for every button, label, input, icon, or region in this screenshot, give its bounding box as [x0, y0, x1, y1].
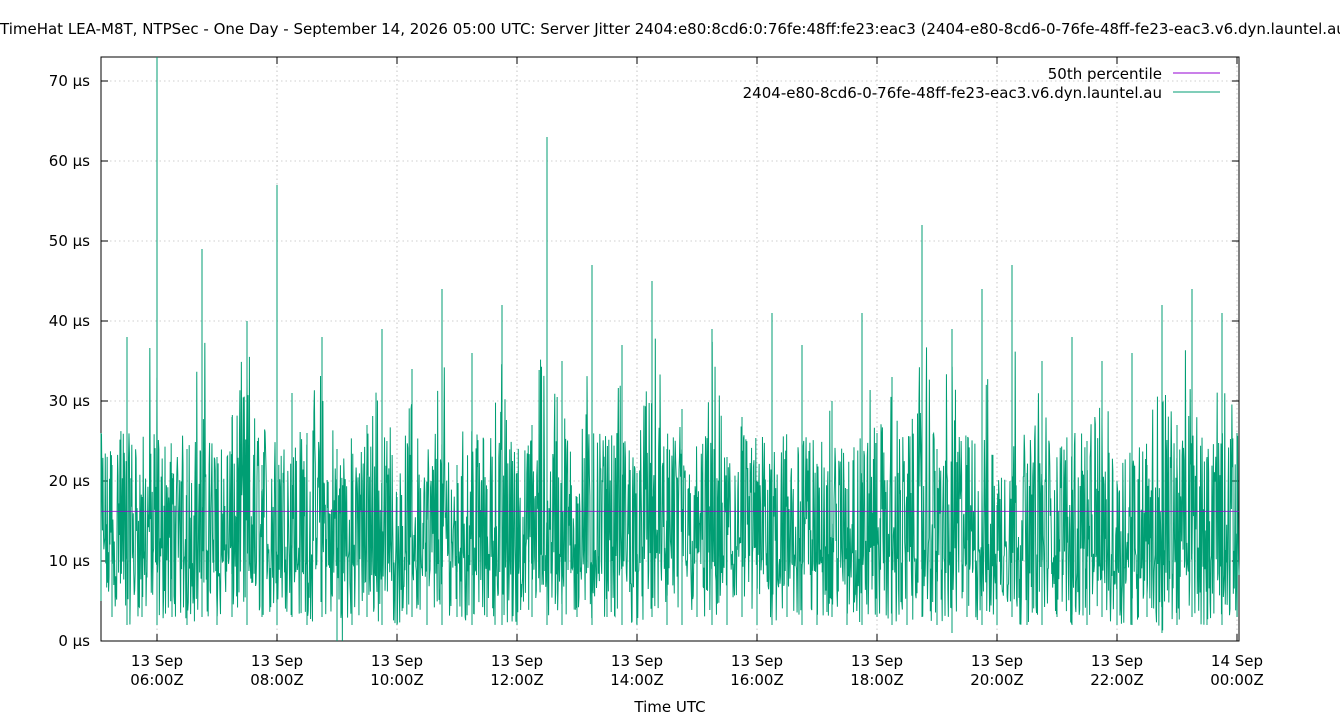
- x-tick-label-date: 13 Sep: [851, 652, 903, 670]
- x-tick-label-date: 13 Sep: [131, 652, 183, 670]
- x-tick-label-time: 22:00Z: [1090, 671, 1144, 689]
- x-axis-label: Time UTC: [633, 698, 705, 716]
- x-tick-label-time: 06:00Z: [130, 671, 184, 689]
- legend-label-percentile: 50th percentile: [1048, 65, 1162, 83]
- y-tick-label: 70 µs: [49, 72, 90, 90]
- y-tick-label: 60 µs: [49, 152, 90, 170]
- x-tick-label-date: 14 Sep: [1211, 652, 1263, 670]
- x-tick-label-date: 13 Sep: [1091, 652, 1143, 670]
- x-tick-label-time: 14:00Z: [610, 671, 664, 689]
- x-tick-label-date: 13 Sep: [371, 652, 423, 670]
- legend: 50th percentile 2404-e80-8cd6-0-76fe-48f…: [743, 65, 1220, 102]
- x-tick-label-time: 20:00Z: [970, 671, 1024, 689]
- x-tick-label-date: 13 Sep: [611, 652, 663, 670]
- x-tick-label-time: 00:00Z: [1210, 671, 1264, 689]
- y-axis-tick-labels: 0 µs 10 µs 20 µs 30 µs 40 µs 50 µs 60 µs 70 µs: [49, 72, 90, 650]
- y-tick-label: 40 µs: [49, 312, 90, 330]
- plot-border: [100, 56, 1240, 642]
- y-tick-label: 20 µs: [49, 472, 90, 490]
- x-tick-label-date: 13 Sep: [971, 652, 1023, 670]
- y-tick-label: 0 µs: [58, 632, 90, 650]
- x-tick-label-time: 18:00Z: [850, 671, 904, 689]
- x-tick-label-time: 16:00Z: [730, 671, 784, 689]
- x-tick-label-date: 13 Sep: [491, 652, 543, 670]
- x-tick-label-time: 10:00Z: [370, 671, 424, 689]
- series-layer: [100, 57, 1240, 641]
- x-tick-label-date: 13 Sep: [251, 652, 303, 670]
- x-tick-label-date: 13 Sep: [731, 652, 783, 670]
- y-tick-label: 30 µs: [49, 392, 90, 410]
- legend-label-server: 2404-e80-8cd6-0-76fe-48ff-fe23-eac3.v6.d…: [743, 84, 1162, 102]
- chart-title: TimeHat LEA-M8T, NTPSec - One Day - Sept…: [0, 20, 1340, 38]
- series-line-server: [100, 338, 1240, 641]
- y-tick-label: 50 µs: [49, 232, 90, 250]
- x-tick-label-time: 12:00Z: [490, 671, 544, 689]
- x-tick-label-time: 08:00Z: [250, 671, 304, 689]
- y-tick-label: 10 µs: [49, 552, 90, 570]
